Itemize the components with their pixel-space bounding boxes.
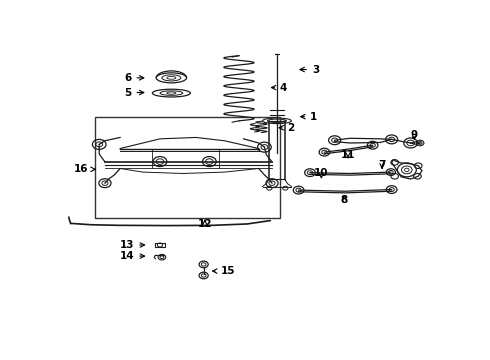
Bar — [95, 117, 280, 218]
Text: 2: 2 — [279, 123, 295, 133]
Text: 16: 16 — [74, 164, 95, 174]
Text: 6: 6 — [124, 73, 144, 83]
Text: 13: 13 — [120, 240, 145, 250]
Text: 14: 14 — [120, 251, 145, 261]
Text: 4: 4 — [271, 82, 287, 93]
Text: 5: 5 — [124, 87, 144, 98]
Bar — [155, 243, 165, 247]
Text: 7: 7 — [378, 159, 386, 170]
Text: 8: 8 — [341, 195, 348, 205]
Text: 15: 15 — [213, 266, 235, 276]
Text: 12: 12 — [197, 219, 212, 229]
Text: 3: 3 — [300, 64, 319, 75]
Polygon shape — [392, 159, 422, 179]
Text: 9: 9 — [411, 130, 418, 140]
Text: 10: 10 — [314, 168, 329, 179]
Text: 1: 1 — [301, 112, 317, 122]
Text: 11: 11 — [341, 150, 355, 159]
